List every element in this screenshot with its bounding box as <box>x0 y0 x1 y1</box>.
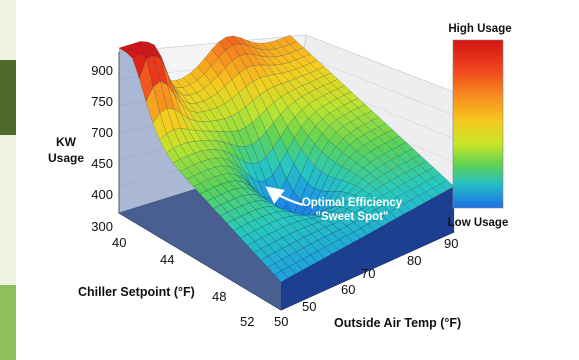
surface-cell <box>403 199 419 211</box>
wall-grid-line <box>305 34 455 93</box>
z-tick-label: 900 <box>91 63 113 78</box>
z-axis-title-line1: KW <box>56 135 77 149</box>
y-axis-title: Chiller Setpoint (°F) <box>78 285 195 299</box>
x-tick-label: 60 <box>341 282 355 297</box>
annotation-line2: "Sweet Spot" <box>316 211 389 223</box>
chart-panel: 900 750 700 450 400 300 KW Usage 40 44 4… <box>16 0 579 360</box>
y-tick-label: 40 <box>112 235 126 250</box>
colorbar-gradient <box>452 39 504 209</box>
z-axis-ticks: 900 750 700 450 400 300 <box>91 63 113 234</box>
z-tick-label: 300 <box>91 219 113 234</box>
x-tick-label: 50 <box>302 299 316 314</box>
x-tick-label: 50 <box>274 314 288 329</box>
x-tick-label: 70 <box>361 266 375 281</box>
frame-strip-top <box>0 60 16 135</box>
frame-strip-bottom <box>0 285 16 360</box>
surface-cell <box>331 239 347 251</box>
z-tick-label: 450 <box>91 156 113 171</box>
sweet-spot-annotation: Optimal Efficiency "Sweet Spot" <box>265 186 403 223</box>
y-tick-label: 52 <box>240 314 254 329</box>
z-tick-label: 700 <box>91 125 113 140</box>
z-tick-label: 750 <box>91 94 113 109</box>
colorbar-high-label: High Usage <box>448 23 511 35</box>
x-axis-ticks: 50 50 60 70 80 90 <box>274 236 458 329</box>
annotation-arrow <box>265 186 304 207</box>
colorbar-low-label: Low Usage <box>448 217 509 229</box>
wall-grid-line <box>303 55 455 116</box>
surface-cell <box>345 231 361 243</box>
z-axis-title: KW Usage <box>48 135 84 165</box>
y-tick-label: 48 <box>212 289 226 304</box>
surface-cell <box>338 235 354 247</box>
surface-chart: 900 750 700 450 400 300 KW Usage 40 44 4… <box>48 23 512 330</box>
surface-front-wall <box>281 186 454 310</box>
x-tick-label: 80 <box>407 253 421 268</box>
surface-cell <box>273 270 289 283</box>
surface-cell <box>432 183 448 195</box>
x-axis-title: Outside Air Temp (°F) <box>334 316 461 330</box>
surface-cell <box>367 219 383 231</box>
surface-mesh <box>118 34 455 310</box>
annotation-line1: Optimal Efficiency <box>302 197 403 209</box>
colorbar: High Usage Low Usage <box>448 23 512 229</box>
x-tick-label: 90 <box>444 236 458 251</box>
surface-cell <box>381 211 397 223</box>
surface-cell <box>389 207 404 219</box>
surface-cell <box>410 195 426 207</box>
surface-side-wall <box>119 48 281 310</box>
y-axis-ticks: 40 44 48 52 <box>112 235 254 329</box>
z-tick-label: 400 <box>91 187 113 202</box>
z-axis-title-line2: Usage <box>48 151 84 165</box>
surface-cell <box>396 203 412 215</box>
y-tick-label: 44 <box>160 252 174 267</box>
